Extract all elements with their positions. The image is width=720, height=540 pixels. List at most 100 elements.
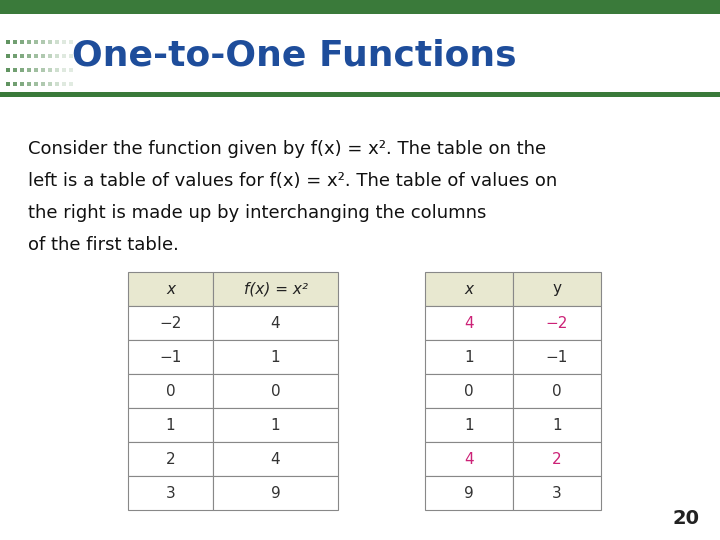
Bar	[513, 306, 601, 340]
Text: 1: 1	[464, 417, 474, 433]
Bar	[41, 54, 45, 58]
Text: the right is made up by interchanging the columns: the right is made up by interchanging th…	[28, 204, 487, 222]
Text: 1: 1	[464, 349, 474, 364]
Bar	[27, 54, 31, 58]
Text: 3: 3	[166, 485, 176, 501]
Bar	[62, 68, 66, 72]
Bar	[6, 68, 10, 72]
Text: 4: 4	[271, 315, 280, 330]
Bar	[62, 54, 66, 58]
Bar	[41, 68, 45, 72]
Text: of the first table.: of the first table.	[28, 236, 179, 254]
Text: f(x) = x²: f(x) = x²	[243, 281, 307, 296]
Bar	[20, 54, 24, 58]
Text: −2: −2	[546, 315, 568, 330]
Bar	[20, 68, 24, 72]
Text: 2: 2	[166, 451, 175, 467]
Bar	[128, 272, 213, 306]
Bar	[48, 68, 52, 72]
Bar	[213, 306, 338, 340]
Bar	[13, 82, 17, 86]
Text: −1: −1	[546, 349, 568, 364]
Bar	[55, 54, 59, 58]
Text: 4: 4	[464, 315, 474, 330]
Bar	[13, 40, 17, 44]
Text: 0: 0	[552, 383, 562, 399]
Bar	[27, 82, 31, 86]
Bar	[48, 40, 52, 44]
Bar	[34, 68, 38, 72]
Bar	[13, 68, 17, 72]
Text: 20: 20	[673, 509, 700, 528]
Bar	[34, 82, 38, 86]
Bar	[213, 272, 338, 306]
Text: 0: 0	[166, 383, 175, 399]
Bar	[0, 0, 720, 14]
Bar	[69, 54, 73, 58]
Text: 9: 9	[464, 485, 474, 501]
Text: x: x	[464, 281, 474, 296]
Text: 2: 2	[552, 451, 562, 467]
Bar	[213, 340, 338, 374]
Bar	[20, 82, 24, 86]
Bar	[213, 374, 338, 408]
Bar	[425, 306, 513, 340]
Text: 3: 3	[552, 485, 562, 501]
Bar	[62, 82, 66, 86]
Text: −2: −2	[159, 315, 181, 330]
Bar	[55, 40, 59, 44]
Bar	[48, 82, 52, 86]
Bar	[0, 92, 720, 97]
Bar	[425, 272, 513, 306]
Bar	[62, 40, 66, 44]
Bar	[213, 408, 338, 442]
Bar	[55, 68, 59, 72]
Bar	[213, 442, 338, 476]
Text: left is a table of values for f(x) = x². The table of values on: left is a table of values for f(x) = x².…	[28, 172, 557, 190]
Text: x: x	[166, 281, 175, 296]
Bar	[27, 68, 31, 72]
Bar	[128, 476, 213, 510]
Bar	[128, 408, 213, 442]
Text: Consider the function given by f(x) = x². The table on the: Consider the function given by f(x) = x²…	[28, 140, 546, 158]
Bar	[425, 374, 513, 408]
Bar	[27, 40, 31, 44]
Bar	[6, 40, 10, 44]
Bar	[213, 476, 338, 510]
Bar	[425, 442, 513, 476]
Text: 0: 0	[271, 383, 280, 399]
Bar	[6, 82, 10, 86]
Text: −1: −1	[159, 349, 181, 364]
Bar	[513, 476, 601, 510]
Bar	[41, 82, 45, 86]
Bar	[513, 340, 601, 374]
Bar	[6, 54, 10, 58]
Text: 1: 1	[271, 349, 280, 364]
Bar	[513, 442, 601, 476]
Text: 9: 9	[271, 485, 280, 501]
Text: 1: 1	[271, 417, 280, 433]
Bar	[425, 340, 513, 374]
Text: y: y	[552, 281, 562, 296]
Bar	[34, 54, 38, 58]
Bar	[48, 54, 52, 58]
Bar	[128, 442, 213, 476]
Text: 4: 4	[464, 451, 474, 467]
Bar	[425, 408, 513, 442]
Text: 1: 1	[552, 417, 562, 433]
Bar	[513, 272, 601, 306]
Bar	[55, 82, 59, 86]
Bar	[69, 82, 73, 86]
Text: 1: 1	[166, 417, 175, 433]
Text: 4: 4	[271, 451, 280, 467]
Bar	[41, 40, 45, 44]
Bar	[128, 374, 213, 408]
Text: 0: 0	[464, 383, 474, 399]
Bar	[128, 340, 213, 374]
Bar	[128, 306, 213, 340]
Bar	[69, 68, 73, 72]
Bar	[20, 40, 24, 44]
Bar	[34, 40, 38, 44]
Bar	[513, 408, 601, 442]
Bar	[13, 54, 17, 58]
